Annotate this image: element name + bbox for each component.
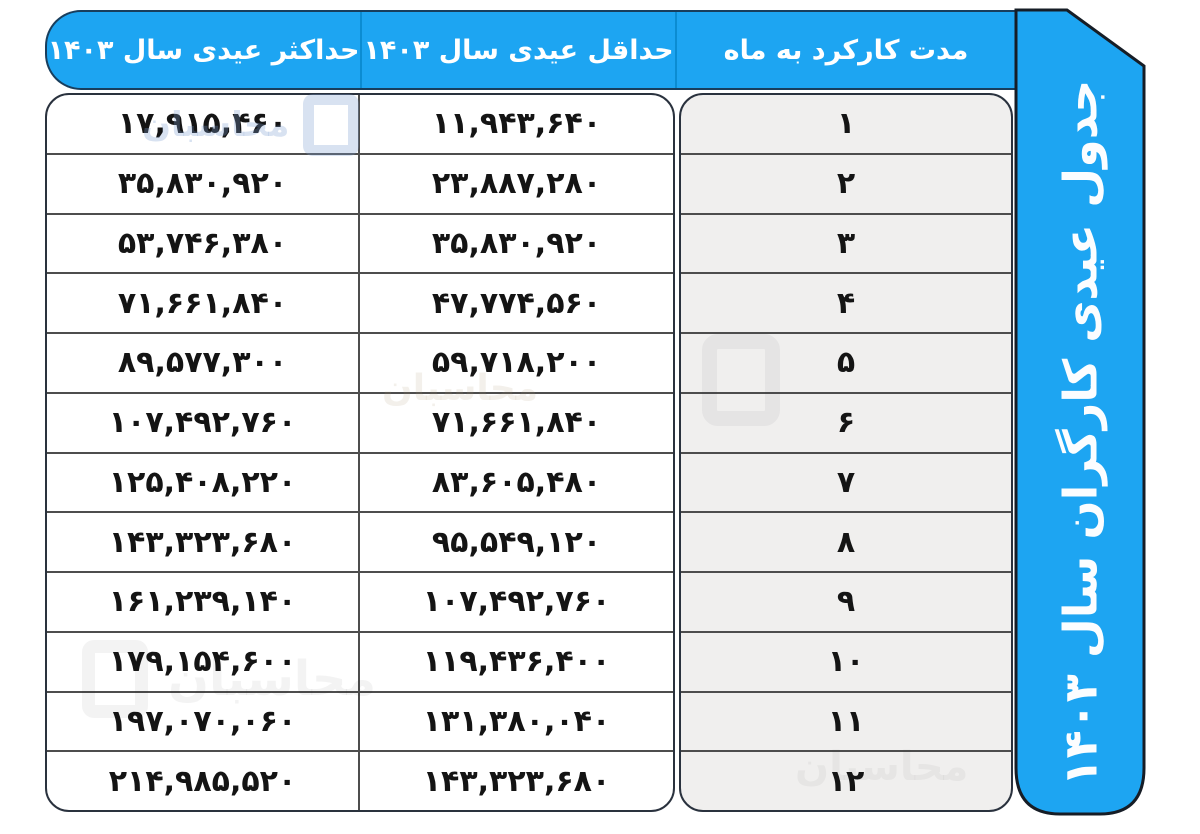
header-months: مدت کارکرد به ماه: [723, 34, 969, 66]
min-eidi-cell: ۱۴۳,۳۲۳,۶۸۰: [422, 763, 611, 799]
table-row: ۳۵,۸۳۰,۹۲۰ ۲۳,۸۸۷,۲۸۰: [47, 154, 673, 215]
month-cell: ۴: [681, 274, 1011, 334]
max-eidi-cell: ۱۲۵,۴۰۸,۲۲۰: [47, 453, 360, 512]
table-row: ۱۲۵,۴۰۸,۲۲۰ ۸۳,۶۰۵,۴۸۰: [47, 453, 673, 514]
min-eidi-cell: ۷۱,۶۶۱,۸۴۰: [431, 405, 602, 441]
table-row: ۸۹,۵۷۷,۳۰۰ ۵۹,۷۱۸,۲۰۰: [47, 334, 673, 394]
header-min-eidi: حداقل عیدی سال ۱۴۰۳: [362, 12, 677, 88]
min-eidi-cell: ۱۱,۹۴۳,۶۴۰: [431, 106, 602, 142]
table-row: ۱۹۷,۰۷۰,۰۶۰ ۱۳۱,۳۸۰,۰۴۰: [47, 692, 673, 753]
month-cell: ۱۰: [681, 633, 1011, 693]
month-cell: ۳: [681, 215, 1011, 275]
min-eidi-cell: ۱۱۹,۴۳۶,۴۰۰: [422, 644, 611, 680]
month-cell: ۱۱: [681, 693, 1011, 753]
eidi-values-table: ۱۷,۹۱۵,۴۶۰ ۱۱,۹۴۳,۶۴۰ ۳۵,۸۳۰,۹۲۰ ۲۳,۸۸۷,…: [45, 93, 675, 812]
min-eidi-cell: ۴۷,۷۷۴,۵۶۰: [431, 285, 602, 321]
table-row: ۱۷,۹۱۵,۴۶۰ ۱۱,۹۴۳,۶۴۰: [47, 95, 673, 155]
min-eidi-cell: ۱۳۱,۳۸۰,۰۴۰: [422, 703, 611, 739]
max-eidi-cell: ۱۰۷,۴۹۲,۷۶۰: [47, 393, 360, 452]
table-row: ۱۰۷,۴۹۲,۷۶۰ ۷۱,۶۶۱,۸۴۰: [47, 393, 673, 454]
max-eidi-cell: ۱۶۱,۲۳۹,۱۴۰: [47, 573, 360, 631]
min-eidi-cell: ۹۵,۵۴۹,۱۲۰: [431, 524, 602, 560]
max-eidi-cell: ۵۳,۷۴۶,۳۸۰: [47, 214, 360, 273]
month-cell: ۷: [681, 454, 1011, 514]
max-eidi-cell: ۸۹,۵۷۷,۳۰۰: [47, 334, 360, 392]
table-row: ۱۶۱,۲۳۹,۱۴۰ ۱۰۷,۴۹۲,۷۶۰: [47, 573, 673, 633]
month-cell: ۱۲: [827, 763, 865, 799]
min-eidi-cell: ۲۳,۸۸۷,۲۸۰: [431, 166, 602, 202]
min-eidi-cell: ۵۹,۷۱۸,۲۰۰: [431, 345, 602, 381]
month-cell: ۲: [681, 155, 1011, 215]
month-cell: ۱: [681, 95, 1011, 155]
months-column: ۱ ۲ ۳ ۴ ۵ ۶ ۷ ۸ ۹ ۱۰ ۱۱ ۱۲: [679, 93, 1013, 812]
table-header-bar: حداکثر عیدی سال ۱۴۰۳ حداقل عیدی سال ۱۴۰۳…: [45, 10, 1015, 90]
header-max-eidi: حداکثر عیدی سال ۱۴۰۳: [47, 12, 362, 88]
table-row: ۲۱۴,۹۸۵,۵۲۰ ۱۴۳,۳۲۳,۶۸۰: [47, 752, 673, 810]
min-eidi-cell: ۳۵,۸۳۰,۹۲۰: [431, 225, 602, 261]
max-eidi-cell: ۷۱,۶۶۱,۸۴۰: [47, 274, 360, 332]
max-eidi-cell: ۱۹۷,۰۷۰,۰۶۰: [47, 692, 360, 751]
max-eidi-cell: ۱۴۳,۳۲۳,۶۸۰: [47, 513, 360, 571]
max-eidi-cell: ۳۵,۸۳۰,۹۲۰: [47, 154, 360, 213]
table-row: ۱۴۳,۳۲۳,۶۸۰ ۹۵,۵۴۹,۱۲۰: [47, 513, 673, 573]
month-cell: ۵: [681, 334, 1011, 394]
min-eidi-cell: ۱۰۷,۴۹۲,۷۶۰: [422, 584, 611, 620]
table-row: ۱۷۹,۱۵۴,۶۰۰ ۱۱۹,۴۳۶,۴۰۰: [47, 632, 673, 693]
max-eidi-cell: ۲۱۴,۹۸۵,۵۲۰: [47, 752, 360, 810]
table-row: ۵۳,۷۴۶,۳۸۰ ۳۵,۸۳۰,۹۲۰: [47, 214, 673, 275]
month-cell: ۸: [681, 513, 1011, 573]
month-cell: ۶: [681, 394, 1011, 454]
min-eidi-cell: ۸۳,۶۰۵,۴۸۰: [431, 464, 602, 500]
max-eidi-cell: ۱۷,۹۱۵,۴۶۰: [47, 95, 360, 153]
table-row: ۷۱,۶۶۱,۸۴۰ ۴۷,۷۷۴,۵۶۰: [47, 274, 673, 334]
max-eidi-cell: ۱۷۹,۱۵۴,۶۰۰: [47, 632, 360, 691]
month-cell: ۹: [681, 573, 1011, 633]
side-ribbon: [1014, 8, 1146, 816]
